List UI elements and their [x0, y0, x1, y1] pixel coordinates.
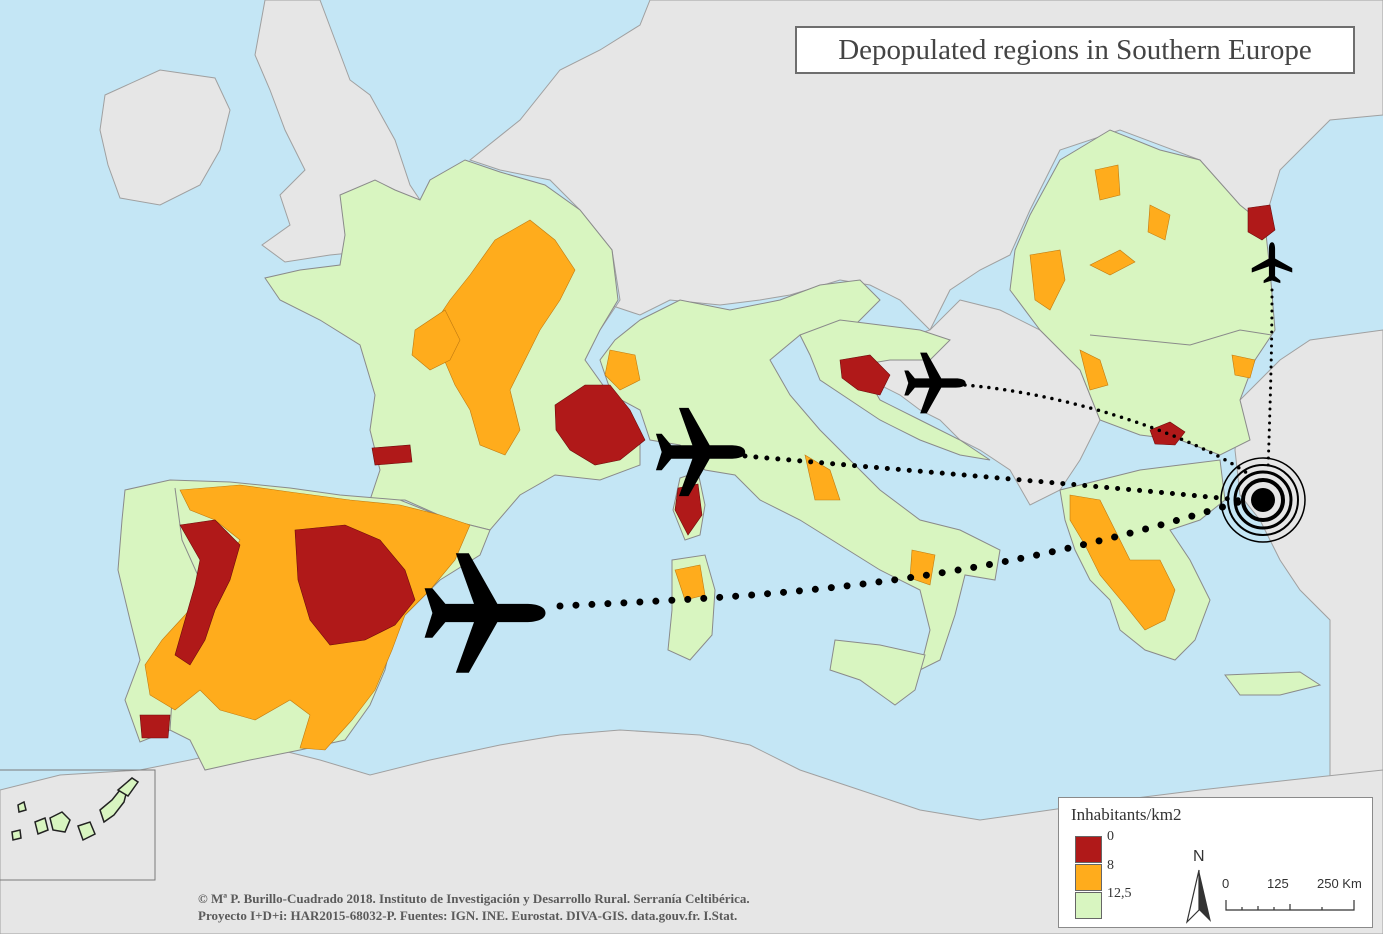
- scale-bar: [1225, 900, 1355, 911]
- spain-red-west: [174, 519, 241, 666]
- scale-label-0: 0: [1222, 876, 1230, 891]
- bulgaria-orange-east: [1231, 354, 1256, 379]
- romania-orange-4: [1089, 249, 1136, 276]
- ireland-land: [99, 69, 231, 206]
- target-icon: [1220, 457, 1306, 543]
- legend: Inhabitants/km2 0 8 12,5 N 0 125 250 Km: [1058, 797, 1373, 928]
- bulgaria-romania-border: [1089, 329, 1273, 346]
- legend-swatch-green: [1075, 892, 1102, 919]
- legend-swatch-red: [1075, 836, 1102, 863]
- italy-land: [599, 279, 1001, 671]
- flight-path-spain: [556, 496, 1249, 610]
- france-orange-west: [411, 309, 461, 371]
- legend-break-2: 12,5: [1107, 886, 1132, 901]
- north-label: N: [1193, 848, 1205, 865]
- crete-land: [1224, 671, 1322, 696]
- credits-line-1: © Mª P. Burillo-Cuadrado 2018. Instituto…: [198, 891, 750, 906]
- bulgaria-romania-land: [1009, 129, 1276, 456]
- flight-paths: [556, 288, 1274, 610]
- flight-path-france: [742, 453, 1243, 503]
- legend-break-0: 0: [1107, 829, 1114, 844]
- inset-frame: [0, 769, 156, 881]
- scale-label-125: 125: [1267, 876, 1289, 891]
- spain-red-center: [294, 524, 416, 646]
- romania-orange-1: [1094, 164, 1121, 201]
- legend-title: Inhabitants/km2: [1071, 805, 1182, 824]
- north-arrow-icon: [1185, 869, 1211, 924]
- romania-orange-3: [1029, 249, 1066, 311]
- flight-path-romania: [1266, 288, 1274, 472]
- credits: © Mª P. Burillo-Cuadrado 2018. Instituto…: [198, 890, 750, 924]
- legend-break-1: 8: [1107, 858, 1114, 873]
- legend-swatch-orange: [1075, 864, 1102, 891]
- scale-label-250: 250 Km: [1317, 876, 1362, 891]
- credits-line-2: Proyecto I+D+i: HAR2015-68032-P. Fuentes…: [198, 908, 738, 923]
- croatia-land: [799, 319, 991, 461]
- france-orange-southeast: [604, 349, 641, 391]
- romania-orange-2: [1147, 204, 1171, 241]
- romania-red-delta: [1247, 204, 1276, 241]
- croatia-red: [839, 354, 891, 396]
- france-red-alps: [554, 384, 646, 466]
- france-red-pyrenees: [371, 444, 413, 466]
- portugal-red-south: [139, 714, 171, 739]
- map-title: Depopulated regions in Southern Europe: [795, 26, 1355, 74]
- scale-labels: 0 125 250 Km: [1222, 876, 1372, 896]
- sicily-land: [829, 639, 926, 706]
- bulgaria-orange: [1079, 349, 1109, 391]
- canary-inset: [0, 769, 156, 881]
- density-0-8-areas: [139, 204, 1276, 739]
- sardinia-orange: [674, 564, 706, 601]
